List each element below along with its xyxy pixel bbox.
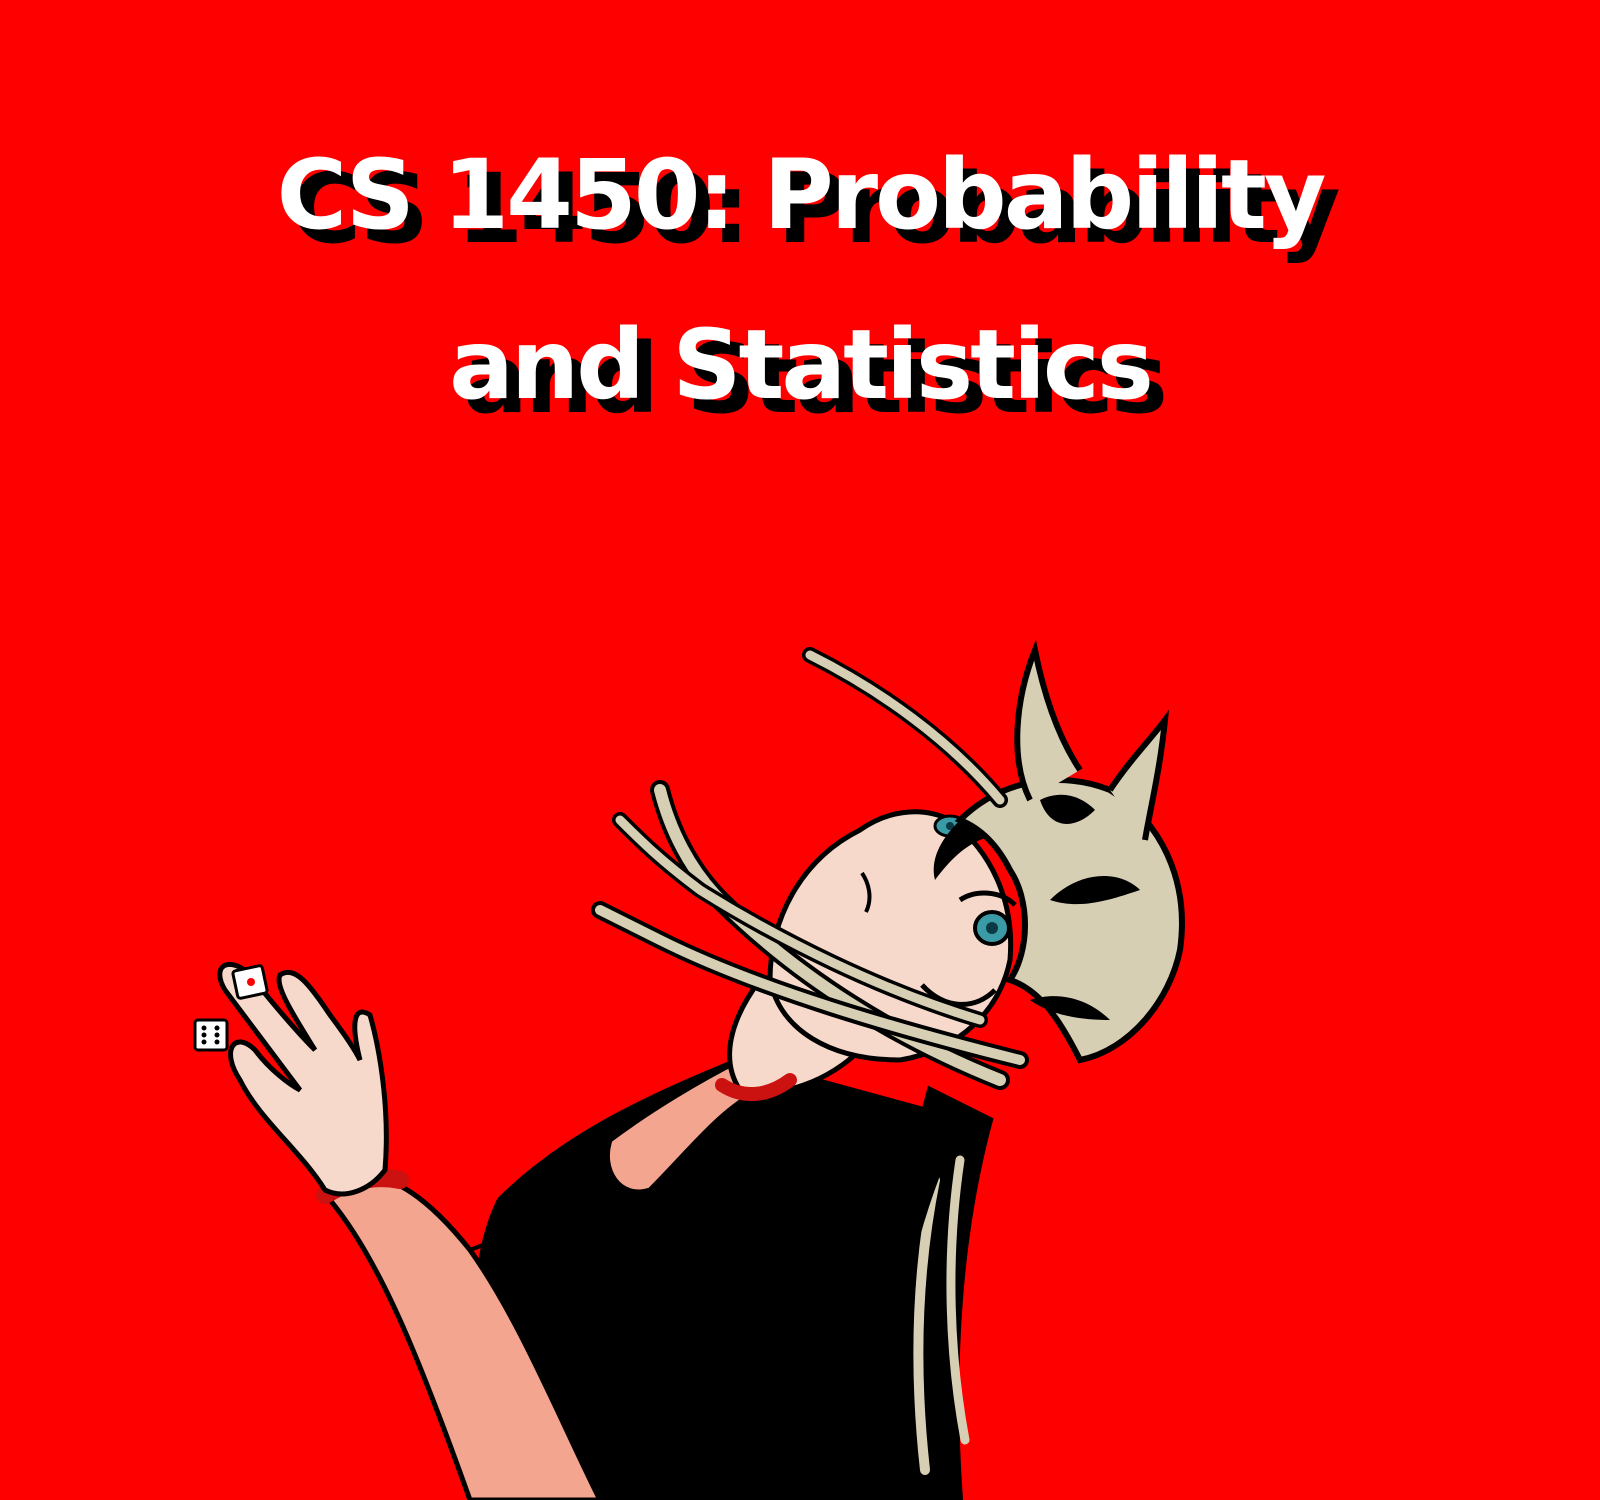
- title-line-2: and Statistics: [449, 309, 1154, 421]
- front-hair: [933, 639, 1185, 1064]
- die-icon: [193, 1018, 229, 1052]
- hair-strands: [591, 647, 1029, 1090]
- cover-title: CS 1450: Probability and Statistics: [0, 110, 1600, 450]
- die-icon: [231, 964, 269, 1000]
- arm: [217, 961, 641, 1500]
- title-line-1: CS 1450: Probability: [276, 139, 1327, 251]
